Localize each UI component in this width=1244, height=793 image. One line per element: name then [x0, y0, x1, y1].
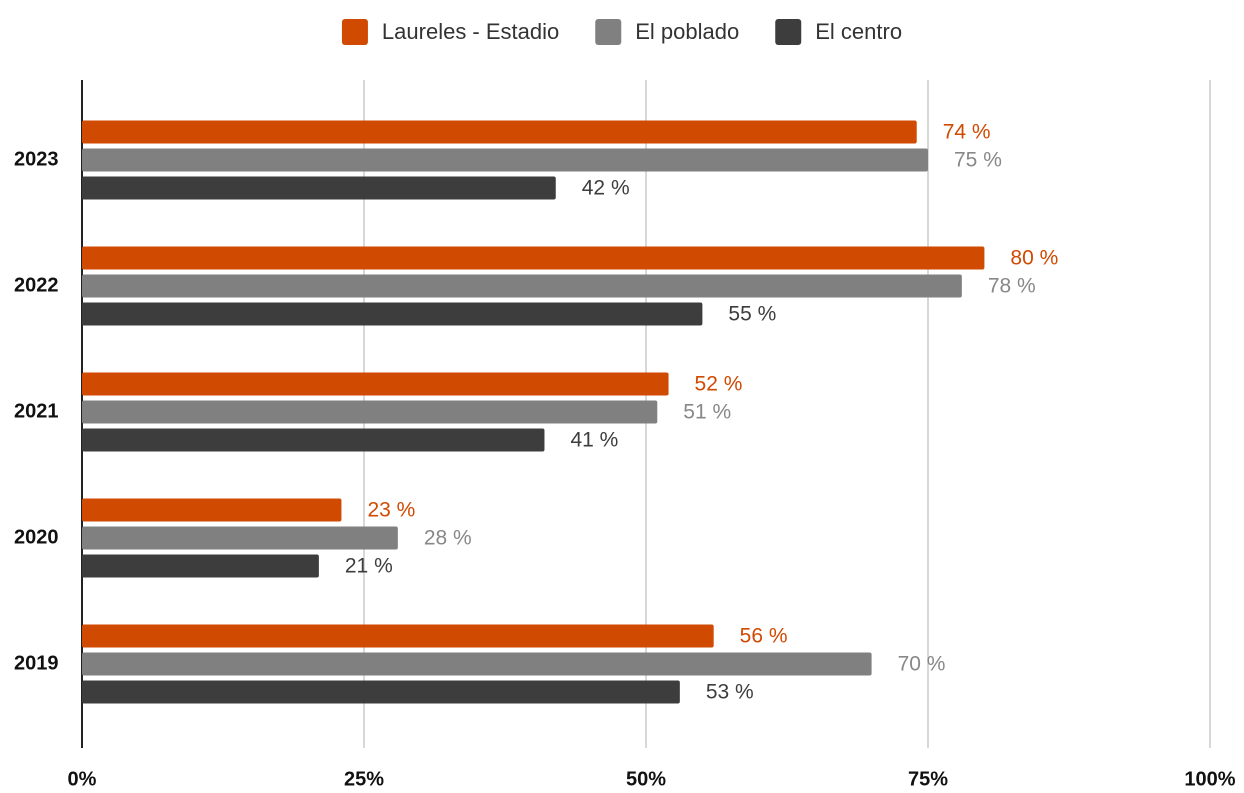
y-tick-label: 2023 [14, 148, 59, 170]
value-label: 23 % [367, 499, 415, 522]
bar [82, 554, 319, 578]
value-label: 56 % [740, 625, 788, 648]
bar [82, 498, 342, 522]
x-tick-label: 75% [908, 768, 948, 790]
x-tick-label: 0% [68, 768, 97, 790]
value-label: 53 % [706, 681, 754, 704]
legend-label: El centro [815, 19, 902, 44]
bar [82, 428, 545, 452]
bar [82, 624, 714, 648]
value-label: 55 % [728, 303, 776, 326]
value-label: 41 % [570, 429, 618, 452]
bar [82, 680, 680, 704]
y-tick-label: 2020 [14, 526, 59, 548]
value-label: 51 % [683, 401, 731, 424]
bar [82, 302, 703, 326]
legend-swatch [775, 19, 802, 45]
y-tick-label: 2021 [14, 400, 59, 422]
value-label: 42 % [582, 177, 630, 200]
x-tick-label: 25% [344, 768, 384, 790]
value-label: 75 % [954, 149, 1002, 172]
legend-swatch [595, 19, 622, 45]
value-label: 28 % [424, 527, 472, 550]
legend-label: Laureles - Estadio [382, 19, 559, 44]
legend-swatch [341, 19, 368, 45]
bar [82, 274, 962, 298]
legend-label: El poblado [635, 19, 739, 44]
bar [82, 176, 556, 200]
bar [82, 148, 928, 172]
value-label: 70 % [898, 653, 946, 676]
bar [82, 246, 985, 270]
value-label: 52 % [695, 373, 743, 396]
bar [82, 400, 658, 424]
x-tick-label: 100% [1184, 768, 1235, 790]
bar [82, 526, 398, 550]
y-tick-label: 2022 [14, 274, 59, 296]
bar [82, 372, 669, 396]
y-tick-label: 2019 [14, 652, 59, 674]
x-tick-label: 50% [626, 768, 666, 790]
value-label: 74 % [943, 121, 991, 144]
value-label: 21 % [345, 555, 393, 578]
value-label: 80 % [1010, 247, 1058, 270]
bar [82, 120, 917, 144]
value-label: 78 % [988, 275, 1036, 298]
bar [82, 652, 872, 676]
